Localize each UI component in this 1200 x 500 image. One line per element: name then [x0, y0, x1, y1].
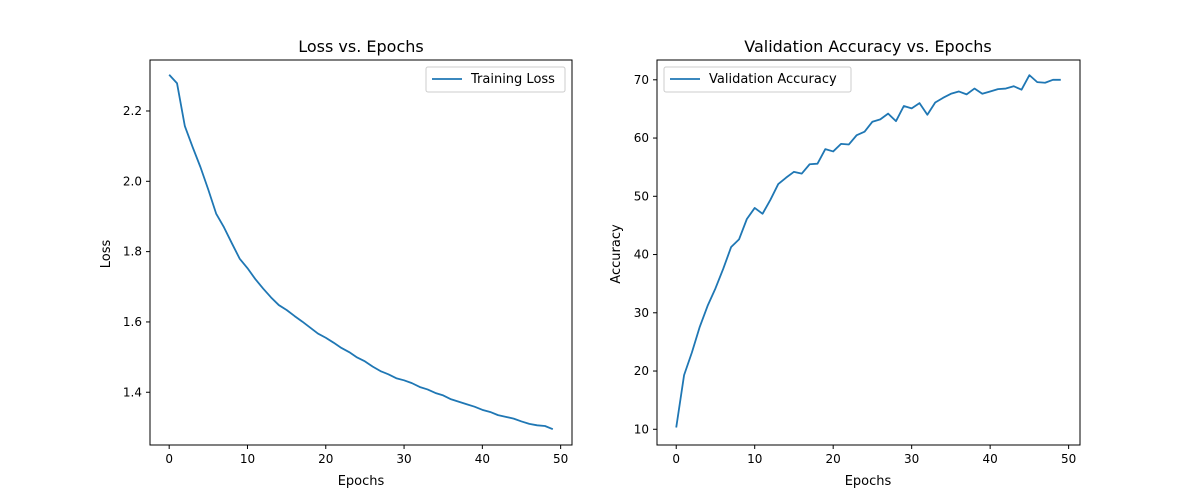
accuracy-chart-ylabel: Accuracy [609, 224, 624, 284]
loss-chart-xtick-label: 10 [240, 452, 255, 466]
loss-chart-ytick-label: 1.8 [123, 245, 142, 259]
loss-chart-ytick-label: 2.0 [123, 174, 142, 188]
accuracy-chart-plot-area [675, 74, 1061, 428]
loss-chart-legend: Training Loss [425, 66, 566, 93]
accuracy-chart-ytick-label: 30 [634, 306, 649, 320]
accuracy-chart-ytick-label: 70 [634, 73, 649, 87]
accuracy-chart-xtick-label: 20 [826, 452, 841, 466]
accuracy-chart-legend-box [663, 66, 852, 93]
accuracy-chart-xtick-label: 40 [983, 452, 998, 466]
loss-chart-xtick-label: 30 [396, 452, 411, 466]
loss-chart-ytick-label: 1.6 [123, 315, 142, 329]
accuracy-chart: Validation Accuracy vs. Epochs Epochs Ac… [609, 37, 1081, 489]
accuracy-chart-ytick-label: 20 [634, 364, 649, 378]
accuracy-chart-xtick-label: 10 [747, 452, 762, 466]
accuracy-chart-ytick-label: 50 [634, 189, 649, 203]
loss-chart-xtick-label: 40 [475, 452, 490, 466]
loss-chart-xtick-label: 20 [318, 452, 333, 466]
loss-chart: Loss vs. Epochs Epochs Loss 0 10 20 30 40 50 1… [99, 37, 573, 489]
loss-chart-ytick-label: 1.4 [123, 385, 142, 399]
loss-chart-ytick-label: 2.2 [123, 104, 142, 118]
accuracy-chart-legend: Validation Accuracy [663, 66, 852, 93]
accuracy-chart-ytick-label: 40 [634, 248, 649, 262]
accuracy-chart-xtick-label: 30 [904, 452, 919, 466]
accuracy-chart-series-line [675, 74, 1061, 428]
loss-chart-title: Loss vs. Epochs [298, 37, 423, 56]
loss-chart-legend-label: Training Loss [470, 72, 555, 87]
accuracy-chart-ytick-label: 10 [634, 422, 649, 436]
accuracy-chart-ticks: 0 10 20 30 40 50 10 20 30 40 50 60 70 [634, 73, 1077, 466]
loss-chart-plot-area [168, 74, 554, 431]
accuracy-chart-title: Validation Accuracy vs. Epochs [744, 37, 992, 56]
accuracy-chart-frame [656, 59, 1081, 446]
loss-chart-ylabel: Loss [99, 240, 114, 269]
loss-chart-legend-box [425, 66, 566, 93]
accuracy-chart-xtick-label: 50 [1061, 452, 1076, 466]
accuracy-chart-xtick-label: 0 [672, 452, 680, 466]
loss-chart-series-line [168, 74, 554, 431]
loss-chart-ticks: 0 10 20 30 40 50 1.4 1.6 1.8 2.0 2.2 [123, 104, 568, 466]
loss-chart-xtick-label: 0 [165, 452, 173, 466]
loss-chart-xlabel: Epochs [338, 474, 385, 489]
loss-chart-xtick-label: 50 [553, 452, 568, 466]
loss-chart-frame [149, 59, 573, 446]
accuracy-chart-legend-label: Validation Accuracy [709, 72, 837, 87]
accuracy-chart-ytick-label: 60 [634, 131, 649, 145]
accuracy-chart-xlabel: Epochs [845, 474, 892, 489]
